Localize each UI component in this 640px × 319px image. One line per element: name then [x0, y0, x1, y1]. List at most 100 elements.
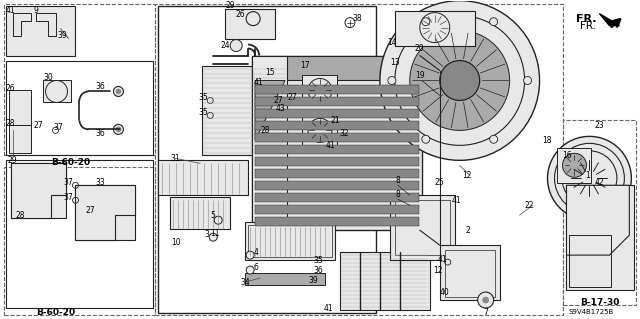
Text: 17: 17 [300, 61, 310, 70]
Bar [6, 160, 154, 308]
Text: 27: 27 [287, 93, 297, 102]
Circle shape [308, 78, 332, 102]
Circle shape [548, 137, 632, 220]
Text: 29: 29 [8, 156, 17, 165]
Text: 29: 29 [225, 1, 235, 10]
Bar [8, 91, 31, 125]
Text: 27: 27 [34, 121, 44, 130]
Polygon shape [13, 13, 31, 36]
Text: 9: 9 [33, 6, 38, 15]
Text: 36: 36 [95, 129, 106, 138]
Bar [255, 193, 419, 202]
Circle shape [554, 143, 625, 213]
Bar [255, 133, 419, 142]
Text: 7: 7 [483, 308, 488, 316]
Text: 21: 21 [330, 116, 340, 125]
Text: 40: 40 [440, 287, 450, 297]
Text: 22: 22 [525, 201, 534, 210]
Text: B-60-20: B-60-20 [36, 308, 75, 316]
Bar [245, 222, 335, 260]
Bar [302, 76, 337, 106]
Bar [245, 273, 325, 285]
Ellipse shape [562, 151, 617, 206]
Bar [557, 148, 591, 183]
Circle shape [246, 251, 254, 259]
Text: 25: 25 [435, 178, 445, 187]
Text: 8: 8 [396, 190, 400, 199]
Polygon shape [255, 80, 285, 140]
Text: FR.: FR. [576, 14, 596, 24]
Circle shape [422, 18, 430, 26]
Polygon shape [76, 185, 136, 240]
Circle shape [209, 233, 217, 241]
Circle shape [410, 31, 509, 130]
Text: 41: 41 [323, 303, 333, 313]
Text: 41: 41 [438, 255, 447, 263]
Text: 28: 28 [16, 211, 26, 220]
Text: 1: 1 [585, 171, 590, 180]
Circle shape [308, 118, 332, 142]
Bar [156, 4, 563, 315]
Bar [202, 65, 287, 155]
Bar [158, 160, 248, 195]
Text: FR.: FR. [580, 21, 596, 31]
Circle shape [490, 18, 498, 26]
Text: 31: 31 [170, 154, 180, 163]
Bar [158, 6, 376, 313]
Polygon shape [36, 13, 56, 36]
Bar [566, 185, 634, 290]
Bar [170, 197, 230, 229]
Bar [255, 122, 419, 130]
Text: 41: 41 [253, 78, 263, 87]
Bar [440, 245, 500, 300]
Text: 2: 2 [465, 226, 470, 235]
Text: 27: 27 [86, 206, 95, 215]
Bar [390, 195, 455, 260]
Bar [570, 235, 611, 287]
Text: B-60-20: B-60-20 [51, 158, 90, 167]
Text: 14: 14 [387, 38, 397, 47]
Bar [11, 163, 65, 218]
Circle shape [214, 216, 222, 224]
Bar [604, 200, 634, 240]
Text: 39: 39 [308, 276, 318, 285]
Polygon shape [11, 163, 65, 218]
Bar [255, 157, 419, 166]
Circle shape [380, 1, 540, 160]
Text: 34: 34 [240, 278, 250, 286]
Text: 26: 26 [6, 84, 15, 93]
Bar [395, 200, 450, 255]
Bar [6, 6, 76, 56]
Text: 12: 12 [462, 171, 472, 180]
Text: 16: 16 [563, 151, 572, 160]
Text: 41: 41 [6, 6, 15, 15]
Text: 23: 23 [595, 121, 604, 130]
Circle shape [490, 135, 498, 143]
Text: 6: 6 [253, 263, 259, 271]
Text: 26: 26 [236, 10, 245, 19]
Circle shape [440, 61, 479, 100]
Bar [255, 205, 419, 214]
Text: 43: 43 [275, 104, 285, 113]
Text: 38: 38 [352, 14, 362, 23]
Text: 4: 4 [253, 248, 259, 257]
Bar [8, 125, 31, 153]
Text: 24: 24 [220, 41, 230, 50]
Text: 36: 36 [313, 266, 323, 275]
Text: 15: 15 [266, 68, 275, 77]
Bar [248, 225, 332, 257]
Circle shape [563, 153, 586, 177]
Circle shape [420, 13, 450, 42]
Text: B-17-30: B-17-30 [580, 298, 619, 307]
Text: 30: 30 [44, 73, 53, 82]
Text: 35: 35 [313, 256, 323, 265]
Text: 8: 8 [396, 176, 400, 185]
Text: 20: 20 [415, 44, 424, 53]
Text: 32: 32 [339, 129, 349, 138]
Bar [395, 11, 475, 46]
Bar [252, 56, 287, 230]
Text: 41: 41 [325, 141, 335, 150]
Circle shape [524, 77, 532, 85]
Text: 37: 37 [54, 123, 63, 132]
Bar [255, 145, 419, 154]
